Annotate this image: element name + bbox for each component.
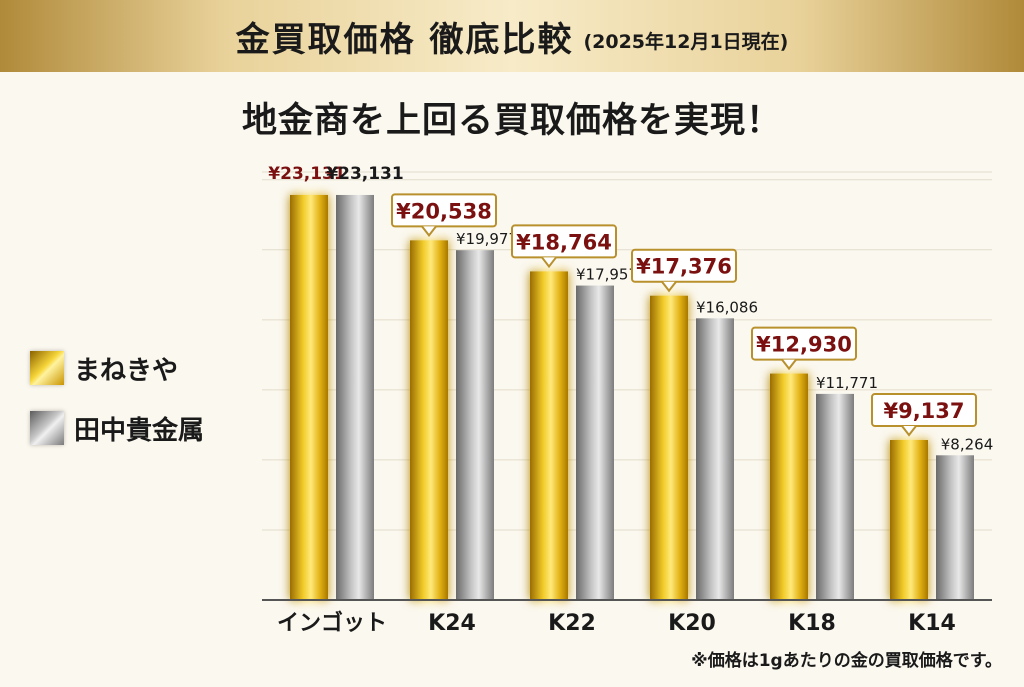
value-label-tanaka: ¥8,264 bbox=[941, 435, 994, 453]
value-label-pointer bbox=[901, 425, 917, 437]
x-axis: インゴット K24 K22 K20 K18 K14 bbox=[262, 599, 992, 636]
header-band bbox=[0, 0, 1024, 72]
header: 金買取価格 徹底比較 (2025年12月1日現在) bbox=[0, 0, 1024, 72]
value-label-manekiya: ¥20,538 bbox=[396, 199, 492, 223]
legend-swatch-silver bbox=[30, 411, 64, 445]
x-tick-label: K24 bbox=[428, 611, 476, 636]
x-tick-label: K18 bbox=[788, 611, 836, 636]
chart-subtitle: 地金商を上回る買取価格を実現！ bbox=[241, 101, 782, 141]
value-label-tanaka: ¥16,086 bbox=[696, 298, 758, 316]
value-label-tanaka: ¥11,771 bbox=[816, 374, 878, 392]
x-tick-label: K20 bbox=[668, 611, 716, 636]
bar-tanaka bbox=[936, 455, 974, 600]
bar-tanaka bbox=[816, 393, 854, 600]
footnote: ※価格は1gあたりの金の買取価格です。 bbox=[691, 651, 1002, 671]
value-label-box bbox=[511, 224, 617, 259]
value-label-manekiya: ¥12,930 bbox=[756, 333, 852, 357]
value-label-box bbox=[751, 326, 857, 361]
value-label-tanaka: ¥23,131 bbox=[326, 164, 403, 184]
bar-manekiya bbox=[890, 440, 928, 600]
bar-manekiya bbox=[410, 240, 448, 600]
page-title: 金買取価格 徹底比較 bbox=[235, 19, 574, 60]
bar-tanaka bbox=[336, 194, 374, 601]
value-label-box bbox=[391, 193, 497, 228]
legend-item-manekiya: まねきや bbox=[30, 338, 204, 398]
value-label-tanaka: ¥17,957 bbox=[576, 266, 638, 284]
value-label-pointer bbox=[421, 225, 437, 238]
value-label-manekiya: ¥23,131 bbox=[268, 164, 345, 184]
legend-item-tanaka: 田中貴金属 bbox=[30, 398, 204, 458]
value-label-pointer bbox=[661, 281, 677, 293]
bar-manekiya bbox=[530, 271, 568, 600]
bar-tanaka bbox=[456, 250, 494, 601]
value-label-box bbox=[631, 248, 737, 283]
grid-lines bbox=[262, 171, 992, 531]
x-tick-label: K22 bbox=[548, 611, 596, 636]
value-label-pointer bbox=[541, 256, 557, 269]
legend: まねきや 田中貴金属 bbox=[30, 338, 204, 458]
bar-tanaka bbox=[696, 318, 734, 600]
value-label-manekiya: ¥17,376 bbox=[636, 255, 732, 279]
value-label-manekiya: ¥18,764 bbox=[516, 230, 612, 254]
bar-manekiya bbox=[290, 194, 328, 601]
value-label-manekiya: ¥9,137 bbox=[883, 399, 964, 423]
value-label-pointer bbox=[781, 358, 797, 371]
value-label-tanaka: ¥19,977 bbox=[456, 230, 518, 248]
legend-swatch-gold bbox=[30, 351, 64, 385]
value-labels: ¥23,131¥23,131 ¥20,538 ¥19,977¥18,764 ¥17,9… bbox=[268, 164, 993, 453]
bar-manekiya bbox=[770, 373, 808, 600]
legend-label: まねきや bbox=[74, 355, 179, 386]
date-note: (2025年12月1日現在) bbox=[583, 30, 789, 53]
legend-label: 田中貴金属 bbox=[74, 415, 205, 446]
bars bbox=[290, 194, 974, 601]
bar-manekiya bbox=[650, 295, 688, 600]
bar-tanaka bbox=[576, 285, 614, 600]
value-label-box bbox=[871, 393, 977, 428]
x-tick-label: インゴット bbox=[277, 610, 387, 636]
x-tick-label: K14 bbox=[908, 611, 956, 636]
